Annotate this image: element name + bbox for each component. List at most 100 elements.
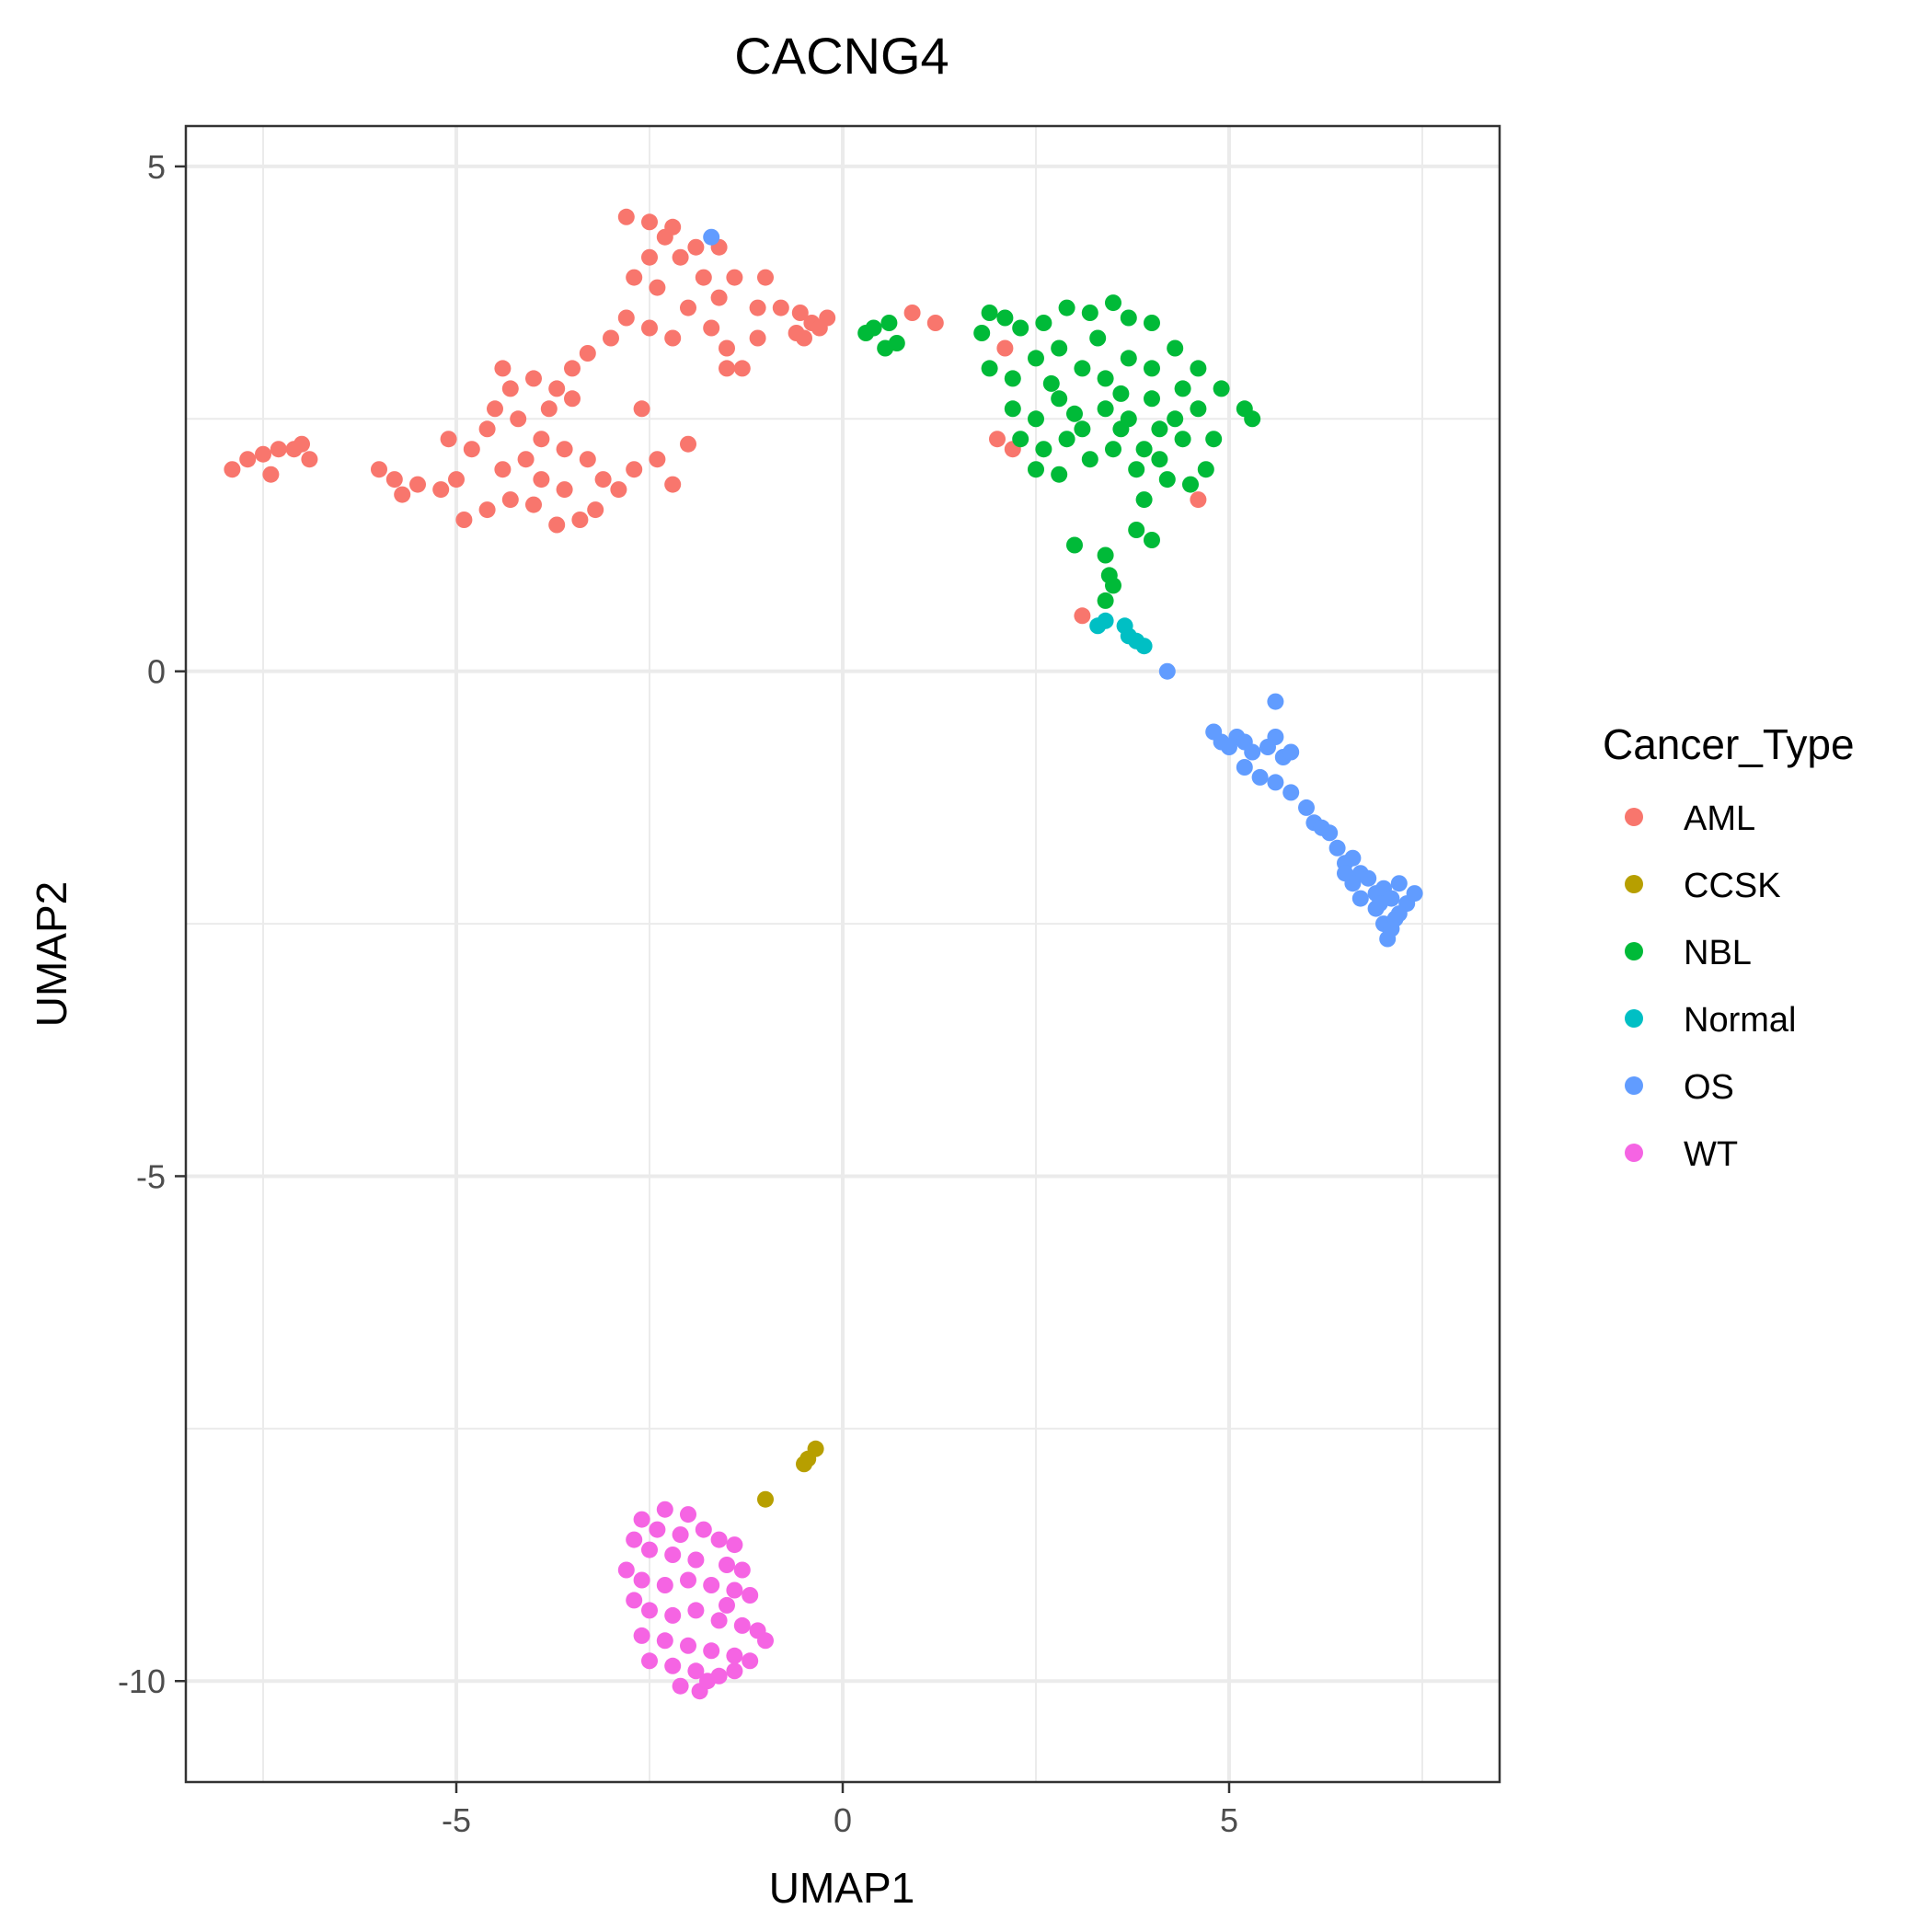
point-wt: [633, 1571, 650, 1589]
point-os: [1337, 865, 1353, 882]
point-wt: [742, 1587, 759, 1604]
point-os: [1236, 759, 1253, 776]
point-wt: [633, 1511, 650, 1528]
point-nbl: [1128, 522, 1145, 538]
legend-title: Cancer_Type: [1603, 720, 1855, 768]
point-nbl: [1151, 451, 1168, 468]
point-nbl: [1097, 546, 1114, 564]
point-nbl: [1112, 385, 1130, 402]
legend-label: AML: [1684, 799, 1755, 838]
point-nbl: [1058, 431, 1075, 448]
point-aml: [811, 319, 828, 337]
point-nbl: [1004, 400, 1021, 418]
point-nbl: [1035, 315, 1052, 331]
point-wt: [664, 1547, 682, 1563]
point-aml: [494, 360, 512, 377]
point-aml: [262, 466, 280, 483]
point-nbl: [1167, 339, 1184, 357]
point-nbl: [1190, 400, 1207, 418]
point-nbl: [1081, 451, 1098, 468]
point-wt: [742, 1652, 759, 1670]
point-wt: [641, 1541, 658, 1558]
point-nbl: [1112, 420, 1130, 438]
point-aml: [564, 390, 581, 408]
point-ccsk: [757, 1490, 774, 1508]
point-nbl: [1074, 360, 1091, 377]
point-aml: [571, 512, 589, 528]
point-aml: [749, 299, 766, 316]
legend-key: [1625, 875, 1643, 893]
point-nbl: [1028, 410, 1044, 428]
point-nbl: [1105, 441, 1121, 458]
point-wt: [664, 1657, 682, 1674]
legend-item-aml: AML: [1625, 799, 1755, 838]
point-os: [1158, 662, 1176, 680]
point-nbl: [1213, 380, 1230, 397]
point-nbl: [1105, 294, 1121, 312]
y-tick-label: 0: [147, 653, 166, 691]
point-os: [1321, 824, 1339, 842]
point-aml: [603, 329, 619, 347]
x-axis: -5 0 5: [442, 1782, 1238, 1839]
point-aml: [680, 435, 696, 453]
point-nbl: [981, 360, 998, 377]
series-normal: [1089, 612, 1153, 655]
point-aml: [224, 461, 241, 478]
point-nbl: [1158, 471, 1176, 489]
point-os: [1386, 910, 1404, 927]
point-aml: [540, 400, 558, 418]
point-aml: [494, 461, 512, 478]
point-aml: [733, 360, 751, 377]
x-tick-label: 0: [834, 1801, 852, 1839]
point-nbl: [1066, 405, 1083, 422]
point-wt: [680, 1637, 696, 1654]
point-wt: [687, 1602, 705, 1619]
point-wt: [710, 1531, 728, 1548]
point-wt: [733, 1616, 751, 1634]
point-aml: [641, 213, 658, 231]
point-wt: [641, 1652, 658, 1670]
point-aml: [1074, 607, 1091, 625]
point-wt: [726, 1536, 743, 1554]
point-aml: [533, 431, 550, 448]
point-nbl: [1051, 339, 1068, 357]
y-axis-label: UMAP2: [28, 881, 75, 1027]
point-nbl: [1190, 360, 1207, 377]
point-aml: [478, 501, 496, 519]
point-aml: [664, 329, 682, 347]
point-wt: [726, 1647, 743, 1664]
point-nbl: [996, 309, 1014, 327]
point-aml: [409, 476, 426, 493]
point-wt: [656, 1501, 673, 1518]
point-os: [1379, 930, 1397, 948]
point-os: [1282, 743, 1300, 761]
point-nbl: [1051, 466, 1068, 483]
point-wt: [687, 1662, 705, 1680]
point-os: [1371, 895, 1388, 913]
point-aml: [903, 305, 921, 321]
point-aml: [487, 400, 503, 418]
legend-key: [1625, 1076, 1643, 1095]
point-nbl: [1244, 410, 1261, 428]
point-os: [1390, 875, 1408, 892]
legend-key: [1625, 1144, 1643, 1162]
point-wt: [757, 1632, 774, 1650]
point-aml: [394, 486, 411, 503]
point-wt: [726, 1581, 743, 1599]
point-os: [1360, 869, 1377, 887]
point-aml: [517, 451, 535, 468]
point-aml: [239, 451, 257, 468]
point-os: [703, 228, 720, 246]
point-normal: [1097, 612, 1114, 629]
point-aml: [587, 501, 604, 519]
point-os: [1267, 774, 1284, 791]
point-aml: [463, 441, 480, 458]
point-nbl: [1028, 461, 1044, 478]
series-nbl: [857, 294, 1261, 609]
point-nbl: [1074, 420, 1091, 438]
point-nbl: [1128, 461, 1145, 478]
point-aml: [255, 445, 271, 463]
point-aml: [455, 512, 473, 528]
point-nbl: [1089, 329, 1107, 347]
legend-item-nbl: NBL: [1625, 934, 1752, 972]
